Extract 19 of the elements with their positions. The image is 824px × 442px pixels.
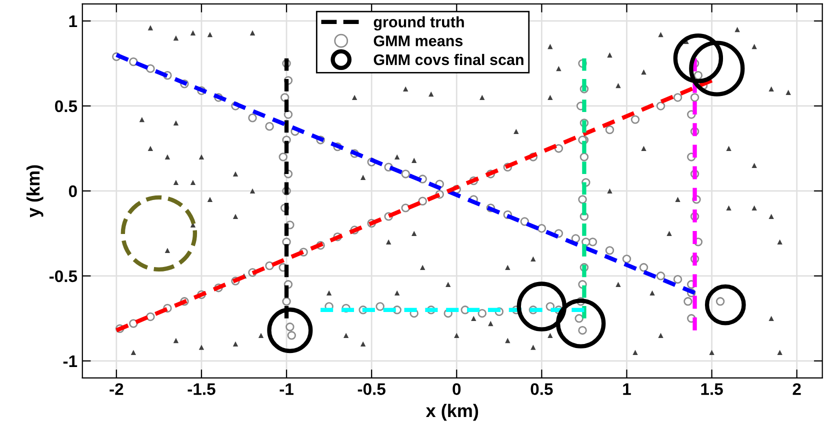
y-tick-label: 1 [69, 16, 78, 28]
x-tick-label: 1.5 [701, 383, 723, 396]
x-tick-label: 2 [792, 383, 801, 395]
legend-label: ground truth [374, 16, 464, 31]
x-tick-label: 0 [452, 383, 461, 396]
x-tick-label: 1 [623, 383, 631, 395]
x-tick-label: -0.5 [358, 383, 386, 396]
y-tick-label: 0.5 [55, 100, 78, 112]
x-tick-label: -1.5 [188, 383, 216, 396]
legend-label: GMM means [374, 35, 463, 46]
y-tick-label: -1 [63, 355, 78, 367]
x-tick-label: 0.5 [530, 383, 553, 396]
x-tick-label: -2 [110, 383, 124, 395]
x-axis-title: x (km) [426, 404, 478, 421]
legend-label: GMM covs final scan [374, 54, 524, 66]
y-tick-label: 0 [68, 185, 77, 198]
y-tick-label: -0.5 [49, 270, 78, 282]
y-axis-title: y (km) [26, 165, 44, 218]
x-tick-label: -1 [280, 383, 294, 395]
